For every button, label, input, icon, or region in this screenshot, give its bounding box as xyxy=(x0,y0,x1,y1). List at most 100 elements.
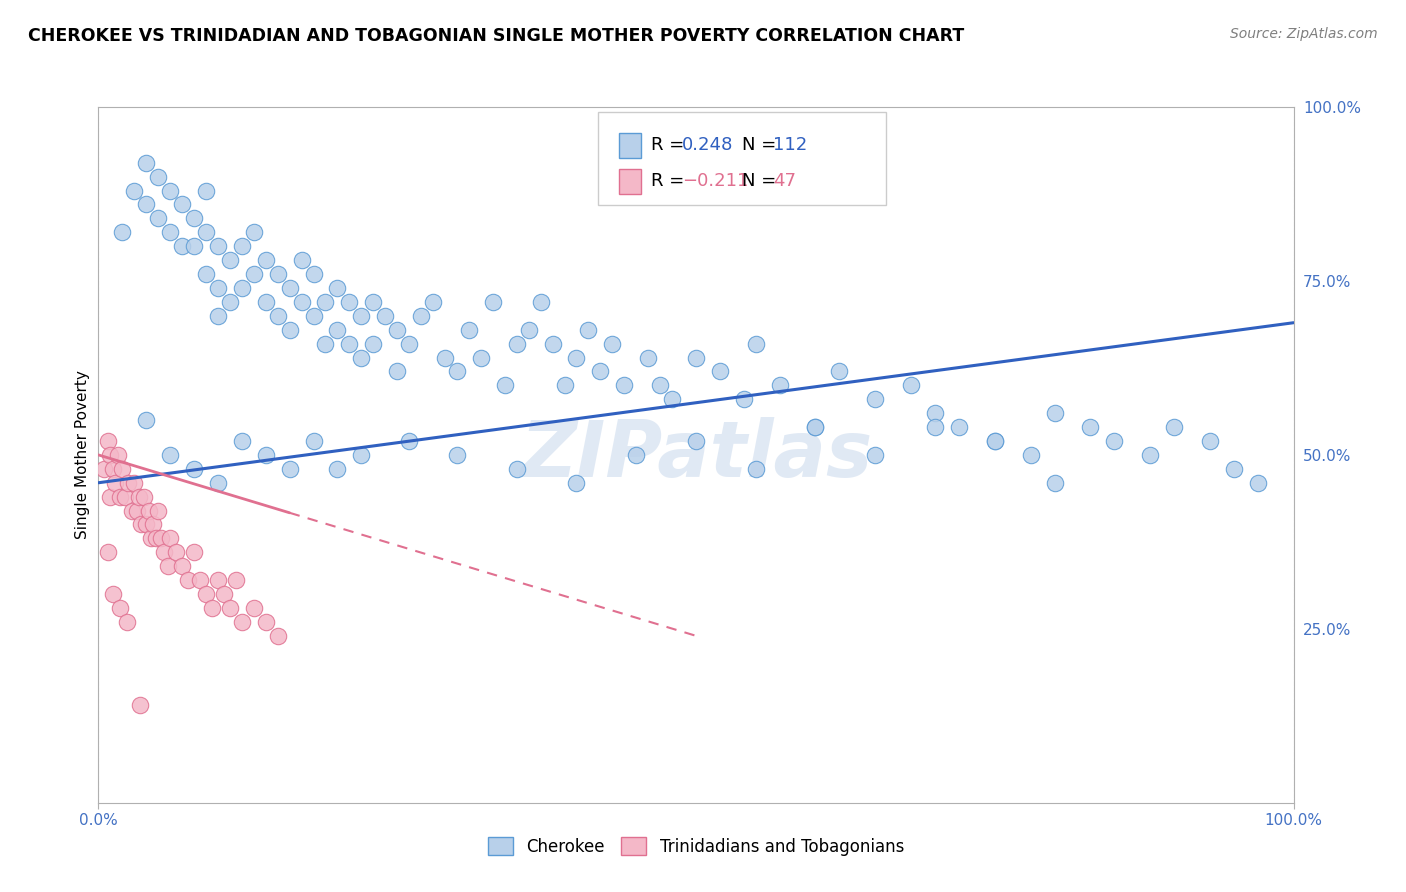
Point xyxy=(183,211,205,226)
Point xyxy=(128,490,150,504)
Point xyxy=(554,378,576,392)
Point xyxy=(97,434,120,448)
Point xyxy=(648,378,672,392)
Point xyxy=(148,503,170,517)
Point xyxy=(768,378,790,392)
Point xyxy=(1104,434,1126,448)
Point xyxy=(924,420,946,434)
Point xyxy=(149,532,172,546)
Point xyxy=(267,629,290,643)
Point xyxy=(212,587,235,601)
Point xyxy=(865,392,887,407)
Point xyxy=(131,517,153,532)
Point xyxy=(111,225,134,239)
Point xyxy=(411,309,433,323)
Point xyxy=(148,169,170,184)
Point xyxy=(114,490,136,504)
Point xyxy=(804,420,827,434)
Point xyxy=(709,364,731,378)
Point xyxy=(231,615,253,629)
Point xyxy=(326,323,349,337)
Point xyxy=(231,434,253,448)
Point xyxy=(984,434,1007,448)
Point xyxy=(278,323,301,337)
Point xyxy=(865,448,887,462)
Point xyxy=(101,462,124,476)
Point xyxy=(733,392,755,407)
Point xyxy=(589,364,612,378)
Point xyxy=(254,448,277,462)
Point xyxy=(924,406,946,420)
Point xyxy=(745,336,768,351)
Point xyxy=(350,448,373,462)
Legend: Cherokee, Trinidadians and Tobagonians: Cherokee, Trinidadians and Tobagonians xyxy=(479,829,912,864)
Point xyxy=(948,420,970,434)
Point xyxy=(278,281,301,295)
Text: N =: N = xyxy=(742,172,782,190)
Text: R =: R = xyxy=(651,136,690,154)
Point xyxy=(207,475,229,490)
Point xyxy=(458,323,481,337)
Point xyxy=(541,336,564,351)
Point xyxy=(326,462,349,476)
Point xyxy=(374,309,396,323)
Point xyxy=(506,462,529,476)
Point xyxy=(315,336,337,351)
Point xyxy=(530,294,553,309)
Point xyxy=(422,294,444,309)
Point xyxy=(172,197,194,211)
Point xyxy=(685,434,707,448)
Point xyxy=(804,420,827,434)
Point xyxy=(481,294,505,309)
Point xyxy=(159,225,181,239)
Point xyxy=(219,253,242,268)
Point xyxy=(195,225,218,239)
Point xyxy=(1223,462,1246,476)
Point xyxy=(188,573,211,587)
Point xyxy=(291,294,314,309)
Point xyxy=(111,462,134,476)
Point xyxy=(139,532,162,546)
Point xyxy=(339,336,361,351)
Text: N =: N = xyxy=(742,136,782,154)
Point xyxy=(363,336,385,351)
Point xyxy=(104,475,127,490)
Point xyxy=(159,184,181,198)
Point xyxy=(1139,448,1161,462)
Point xyxy=(1247,475,1270,490)
Point xyxy=(159,448,181,462)
Point xyxy=(243,225,266,239)
Point xyxy=(142,517,165,532)
Point xyxy=(326,281,349,295)
Point xyxy=(1199,434,1222,448)
Y-axis label: Single Mother Poverty: Single Mother Poverty xyxy=(75,370,90,540)
Point xyxy=(661,392,683,407)
Point xyxy=(183,462,205,476)
Point xyxy=(446,448,468,462)
Point xyxy=(183,545,205,559)
Point xyxy=(626,448,648,462)
Point xyxy=(602,336,624,351)
Point xyxy=(350,309,373,323)
Text: 47: 47 xyxy=(773,172,796,190)
Point xyxy=(195,587,218,601)
Point xyxy=(278,462,301,476)
Text: ZIPatlas: ZIPatlas xyxy=(520,417,872,493)
Point xyxy=(165,545,187,559)
Point xyxy=(207,309,229,323)
Point xyxy=(398,434,420,448)
Point xyxy=(385,323,409,337)
Point xyxy=(745,462,768,476)
Point xyxy=(398,336,420,351)
Point xyxy=(828,364,851,378)
Point xyxy=(172,239,194,253)
Point xyxy=(637,351,659,365)
Point xyxy=(291,253,314,268)
Point xyxy=(219,294,242,309)
Point xyxy=(159,532,181,546)
Point xyxy=(101,587,124,601)
Point xyxy=(207,573,229,587)
Point xyxy=(470,351,492,365)
Text: Source: ZipAtlas.com: Source: ZipAtlas.com xyxy=(1230,27,1378,41)
Point xyxy=(363,294,385,309)
